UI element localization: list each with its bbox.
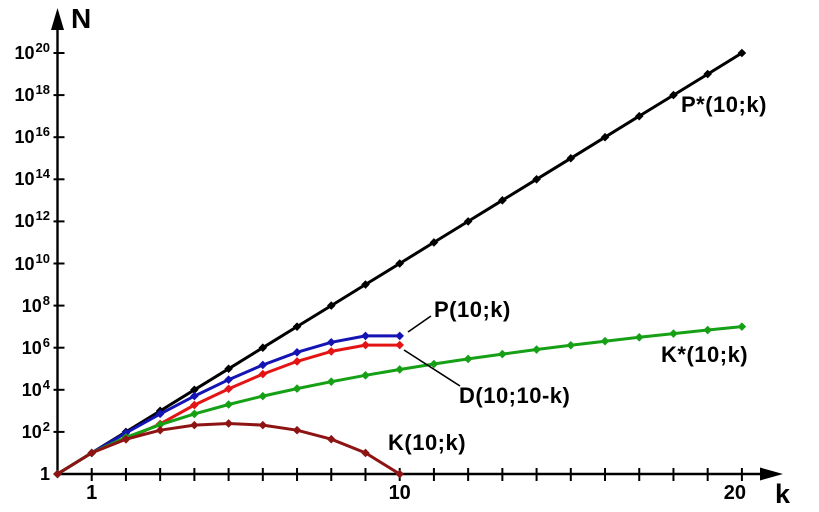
marker-p (292, 347, 302, 357)
marker-k-star (532, 345, 541, 354)
marker-p-star (737, 48, 747, 58)
curve-label-k: K(10;k) (388, 430, 467, 455)
marker-k-star (361, 371, 370, 380)
marker-d (395, 340, 404, 350)
marker-p-star (463, 217, 473, 226)
marker-p (190, 391, 199, 401)
marker-p (395, 331, 404, 341)
marker-d (190, 400, 199, 410)
x-tick-label-1: 1 (86, 482, 98, 504)
y-axis-title: N (71, 3, 92, 34)
marker-p (361, 331, 370, 341)
marker-p-star (190, 385, 199, 395)
marker-k-star (634, 332, 644, 342)
marker-k-star (190, 409, 199, 419)
marker-p-star (566, 153, 576, 163)
y-tick-label-1e16: 1016 (14, 124, 51, 148)
x-tick-label-10: 10 (388, 482, 411, 504)
marker-k-star (600, 336, 610, 346)
marker-k (326, 434, 336, 444)
marker-p-star (361, 280, 370, 289)
marker-k (395, 469, 404, 479)
marker-p (326, 337, 336, 347)
y-tick-label-1e10: 1010 (14, 250, 51, 274)
y-tick-label-1e2: 102 (21, 418, 50, 442)
marker-k (87, 448, 97, 458)
x-axis-arrow (760, 467, 783, 481)
marker-k-star (326, 377, 336, 386)
y-axis-arrow (51, 8, 64, 30)
marker-d (361, 340, 370, 350)
marker-k (292, 425, 302, 435)
y-tick-label-1e12: 1012 (14, 208, 51, 232)
marker-k-star (669, 329, 678, 338)
marker-p-star (600, 132, 610, 142)
y-tick-label-1e0: 1 (39, 464, 50, 484)
marker-k-star (737, 322, 747, 331)
y-tick-label-1e6: 106 (21, 334, 50, 358)
x-tick-label-20: 20 (723, 482, 747, 504)
marker-p (224, 375, 233, 384)
leader-line (403, 349, 461, 387)
marker-p-star (669, 90, 678, 100)
marker-p-star (292, 322, 302, 331)
marker-k (155, 425, 165, 435)
marker-k (361, 448, 370, 458)
marker-p-star (498, 196, 507, 205)
curve-label-p: P(10;k) (434, 297, 511, 322)
marker-k (258, 420, 268, 430)
marker-p (121, 428, 131, 438)
curve-label-k-star: K*(10;k) (661, 342, 749, 367)
marker-d (258, 369, 268, 379)
y-tick-label-1e4: 104 (21, 376, 50, 400)
x-axis-title: k (775, 479, 791, 509)
marker-k (190, 420, 199, 430)
marker-k (121, 434, 131, 444)
y-tick-label-1e8: 108 (21, 292, 50, 316)
curve-label-p-star: P*(10;k) (681, 92, 767, 117)
marker-k-star (498, 349, 507, 359)
marker-p-star (634, 111, 644, 121)
marker-k-star (258, 391, 268, 401)
marker-k (224, 419, 233, 428)
y-tick-label-1e14: 1014 (14, 166, 51, 190)
marker-p-star (258, 343, 268, 352)
marker-p-star (429, 238, 439, 247)
marker-p-star (703, 69, 712, 79)
curve-k (56, 422, 401, 476)
marker-p-star (532, 175, 541, 184)
marker-k (53, 469, 62, 479)
marker-p (258, 360, 268, 370)
marker-k-star (463, 354, 473, 364)
marker-k-star (224, 400, 233, 409)
marker-d (292, 357, 302, 366)
marker-k-star (429, 359, 439, 369)
marker-k-star (395, 365, 404, 374)
marker-k-star (292, 384, 302, 393)
leader-line (407, 315, 432, 333)
marker-p-star (224, 364, 233, 374)
marker-p-star (395, 259, 404, 268)
curve-label-d: D(10;10-k) (459, 383, 571, 408)
marker-p-star (326, 301, 336, 310)
marker-k-star (155, 420, 165, 429)
marker-d (224, 384, 233, 394)
marker-d (326, 347, 336, 356)
marker-k-star (566, 340, 576, 350)
y-tick-label-1e20: 1020 (14, 40, 51, 63)
marker-p (155, 409, 165, 419)
y-tick-label-1e18: 1018 (14, 82, 51, 106)
marker-k-star (703, 325, 712, 335)
